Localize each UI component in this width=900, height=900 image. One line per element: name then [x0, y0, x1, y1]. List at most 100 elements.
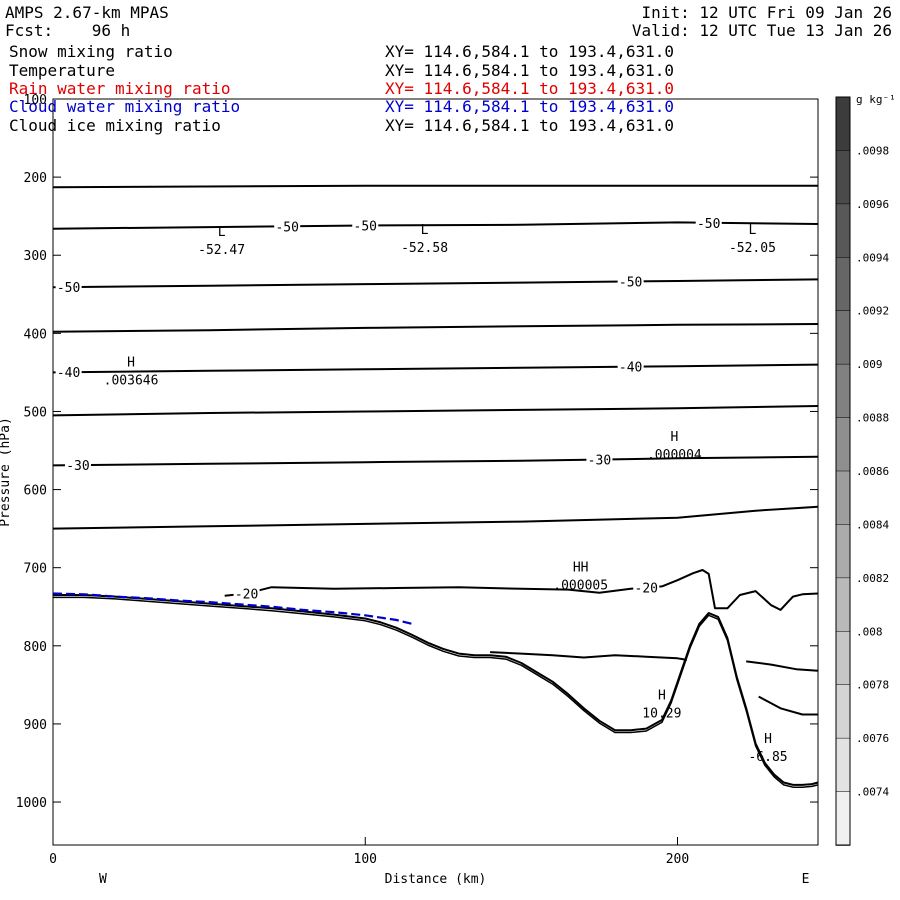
isotherm-label: -50 [354, 220, 377, 235]
colorbar-tick-label: .0082 [856, 572, 889, 585]
extremum-marker: L [218, 225, 226, 240]
colorbar-segment [835, 577, 851, 633]
colorbar-segment [835, 150, 851, 205]
colorbar-tick-label: .0098 [856, 144, 889, 157]
colorbar-tick-label: .0088 [856, 412, 889, 425]
x-axis-label: Distance (km) [385, 872, 487, 887]
colorbar-tick-label: .0096 [856, 198, 889, 211]
colorbar-tick-label: .009 [856, 358, 883, 371]
isotherm-label-bg [617, 274, 644, 289]
isotherm-line [52, 278, 819, 289]
extremum-value: .003646 [104, 374, 159, 389]
extremum-value: -6.85 [748, 750, 787, 765]
isotherm-label-bg [617, 359, 644, 374]
isotherm-label-bg [274, 219, 301, 234]
extremum-marker: H [670, 430, 678, 445]
y-tick-label: 900 [24, 718, 47, 733]
isotherm-label: -50 [619, 275, 642, 290]
field-range-snow: XY= 114.6,584.1 to 193.4,631.0 [385, 42, 674, 61]
field-range-cloud-ice: XY= 114.6,584.1 to 193.4,631.0 [385, 116, 674, 135]
colorbar-tick-label: .008 [856, 625, 883, 638]
colorbar-segment [835, 310, 851, 365]
west-label: W [99, 872, 107, 887]
field-name-cloud-ice: Cloud ice mixing ratio [9, 116, 221, 135]
forecast-hour: Fcst: 96 h [5, 21, 131, 40]
isotherm-label-bg [64, 458, 91, 473]
colorbar-tick-label: .0086 [856, 465, 889, 478]
colorbar-tick-label: .0078 [856, 679, 889, 692]
y-tick-label: 200 [24, 171, 47, 186]
isotherm-label: -30 [66, 459, 89, 474]
field-name-temperature: Temperature [9, 61, 115, 80]
y-tick-label: 600 [24, 484, 47, 499]
field-name-cloud-water: Cloud water mixing ratio [9, 97, 241, 116]
isotherm-label-bg [633, 580, 660, 595]
extremum-marker: HH [573, 560, 589, 575]
extremum-marker: H [127, 356, 135, 371]
isotherm-label-bg [695, 215, 722, 230]
extremum-marker: H [764, 732, 772, 747]
y-axis-label: Pressure (hPa) [0, 417, 13, 527]
isotherm-label-bg [352, 218, 379, 233]
y-tick-label: 500 [24, 405, 47, 420]
isotherm-line [490, 651, 688, 661]
terrain-line-lower [53, 596, 819, 788]
colorbar-segment [835, 257, 851, 312]
isotherm-label: -50 [697, 217, 720, 232]
isotherm-label: -30 [588, 454, 611, 469]
extremum-marker: H [658, 688, 666, 703]
isotherm-line [52, 323, 819, 333]
colorbar-segment [835, 417, 851, 472]
valid-time: Valid: 12 UTC Tue 13 Jan 26 [631, 21, 892, 40]
colorbar-tick-label: .0092 [856, 305, 889, 318]
isotherm-line [52, 505, 819, 530]
colorbar-tick-label: .0076 [856, 732, 889, 745]
y-tick-label: 800 [24, 640, 47, 655]
plot-frame [52, 98, 819, 846]
isotherm-label-bg [55, 280, 82, 295]
isotherm-label: -20 [235, 587, 258, 602]
model-title: AMPS 2.67-km MPAS [5, 3, 169, 22]
colorbar-tick-label: .0084 [856, 518, 889, 531]
isotherm-line [52, 405, 819, 417]
y-tick-label: 400 [24, 327, 47, 342]
isotherm-label-bg [233, 586, 260, 601]
extremum-marker: L [421, 223, 429, 238]
field-range-cloud-water: XY= 114.6,584.1 to 193.4,631.0 [385, 97, 674, 116]
colorbar-unit: g kg⁻¹ [856, 93, 896, 106]
y-tick-label: 700 [24, 562, 47, 577]
isotherm-label: -20 [635, 582, 658, 597]
colorbar-segment [835, 791, 851, 846]
colorbar-segment [835, 737, 851, 793]
colorbar-segment [835, 470, 851, 526]
isotherm-line [52, 363, 819, 374]
isotherm-line [52, 184, 818, 189]
colorbar-segment [835, 363, 851, 419]
y-tick-label: 300 [24, 249, 47, 264]
x-tick-label: 200 [666, 852, 689, 867]
y-tick-label: 1000 [16, 796, 47, 811]
isotherm-label: -50 [57, 281, 80, 296]
extremum-value: .000004 [647, 448, 702, 463]
isotherm-line [746, 660, 819, 672]
isotherm-line [224, 569, 819, 611]
extremum-marker: L [749, 223, 757, 238]
cloud-water-contour [52, 592, 413, 625]
colorbar-segment [835, 524, 851, 579]
extremum-value: -52.47 [198, 243, 245, 258]
east-label: E [802, 872, 810, 887]
extremum-value: .000005 [553, 578, 608, 593]
init-time: Init: 12 UTC Fri 09 Jan 26 [641, 3, 892, 22]
extremum-value: -52.05 [729, 241, 776, 256]
field-name-rain: Rain water mixing ratio [9, 79, 231, 98]
colorbar-segment [835, 203, 851, 259]
isotherm-label-bg [55, 365, 82, 380]
isotherm-label: -40 [57, 366, 80, 381]
colorbar-segment [835, 96, 851, 152]
colorbar-segment [835, 631, 851, 686]
terrain-line [53, 594, 819, 786]
x-tick-label: 100 [354, 852, 377, 867]
colorbar-tick-label: .0074 [856, 786, 889, 799]
y-tick-label: 100 [24, 93, 47, 108]
